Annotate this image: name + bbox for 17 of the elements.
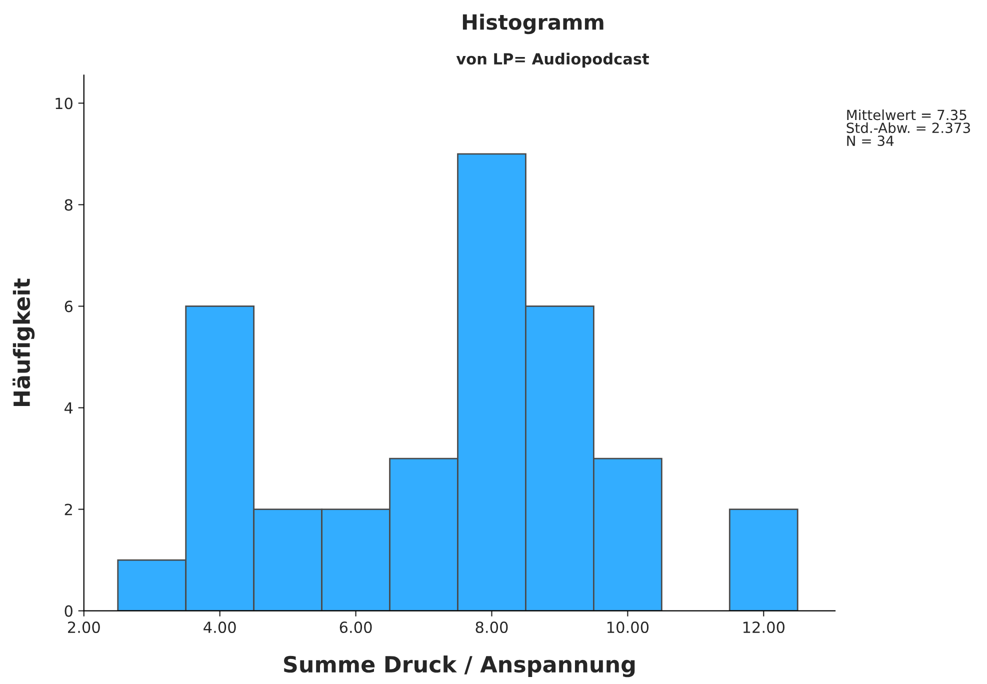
x-tick-label: 6.00	[340, 622, 372, 634]
text: Mittelwert = 7.35 Std.-Abw. = 2.373 N = 34	[846, 109, 970, 146]
y-tick-label: 8	[64, 199, 72, 211]
chart-title: Histogramm	[462, 14, 604, 34]
x-tick-label: 12.00	[743, 622, 784, 634]
x-tick-label: 4.00	[204, 622, 236, 634]
y-tick-label: 10	[56, 98, 72, 110]
y-tick-label: 4	[64, 402, 73, 414]
x-tick-label: 10.00	[607, 622, 649, 634]
x-axis-title: Summe Druck / Anspannung	[284, 655, 635, 678]
y-axis-title: Häufigkeit	[12, 278, 35, 406]
y-tick-label: 2	[64, 504, 72, 516]
chart-subtitle: von LP= Audiopodcast	[456, 52, 649, 68]
y-tick-label: 0	[64, 605, 72, 617]
x-tick-label: 8.00	[476, 622, 508, 634]
x-tick-label: 2.00	[68, 622, 100, 634]
y-tick-label: 6	[64, 300, 73, 312]
